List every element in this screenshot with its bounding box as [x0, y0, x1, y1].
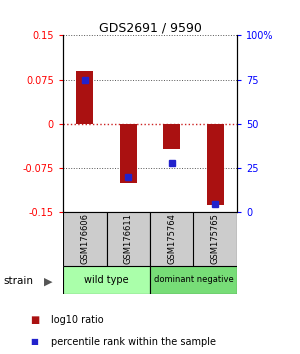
- Text: GSM175765: GSM175765: [211, 213, 220, 264]
- Text: log10 ratio: log10 ratio: [51, 315, 104, 325]
- Bar: [150, 266, 237, 294]
- Bar: [150, 212, 194, 266]
- Text: ■: ■: [30, 337, 38, 346]
- Text: strain: strain: [3, 276, 33, 286]
- Bar: [207, 124, 224, 205]
- Text: GSM176611: GSM176611: [124, 213, 133, 264]
- Text: percentile rank within the sample: percentile rank within the sample: [51, 337, 216, 347]
- Bar: [120, 124, 137, 183]
- Title: GDS2691 / 9590: GDS2691 / 9590: [99, 21, 201, 34]
- Bar: [194, 212, 237, 266]
- Bar: [163, 124, 181, 149]
- Bar: [63, 212, 106, 266]
- Text: GSM175764: GSM175764: [167, 213, 176, 264]
- Text: GSM176606: GSM176606: [80, 213, 89, 264]
- Text: dominant negative: dominant negative: [154, 275, 233, 284]
- Text: wild type: wild type: [84, 275, 129, 285]
- Bar: [63, 266, 150, 294]
- Text: ▶: ▶: [44, 276, 52, 286]
- Bar: [106, 212, 150, 266]
- Text: ■: ■: [30, 315, 39, 325]
- Bar: [76, 71, 94, 124]
